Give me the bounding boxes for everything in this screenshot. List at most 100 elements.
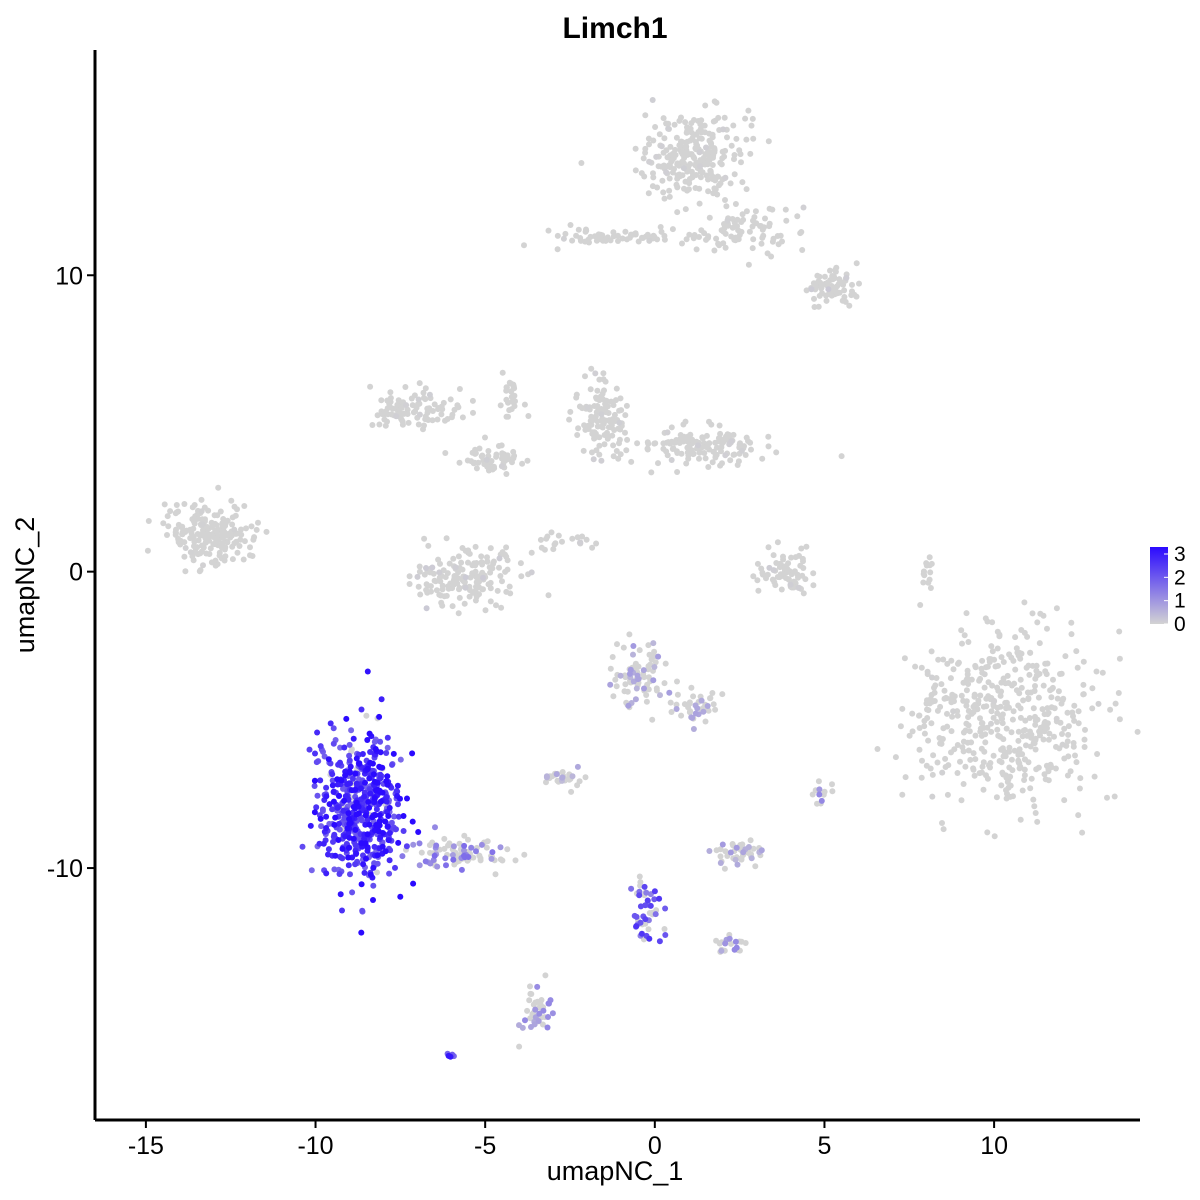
cell-point — [897, 723, 904, 730]
cell-point — [982, 731, 989, 738]
cell-point — [797, 562, 804, 569]
cell-point — [415, 829, 422, 835]
cell-point — [341, 815, 348, 821]
cell-point — [311, 783, 318, 789]
cell-point — [713, 451, 720, 458]
cell-point — [929, 674, 935, 681]
cell-point — [963, 720, 970, 727]
cell-point — [229, 556, 236, 563]
cell-point — [527, 983, 533, 990]
cell-point — [849, 281, 855, 288]
cell-point — [582, 228, 589, 235]
cell-point — [555, 532, 562, 539]
cell-point — [673, 706, 680, 712]
cell-point — [721, 114, 728, 121]
cell-point — [499, 453, 506, 460]
cell-point — [641, 173, 648, 180]
cell-point — [661, 680, 668, 687]
cell-point — [694, 705, 701, 712]
cell-point — [370, 771, 377, 778]
cell-point — [221, 557, 228, 564]
cell-point — [637, 882, 644, 889]
cell-point — [1104, 794, 1110, 801]
cell-point — [674, 691, 681, 698]
cell-point — [651, 888, 658, 895]
cell-point — [674, 184, 681, 190]
cell-point — [311, 809, 318, 816]
cell-point — [613, 385, 620, 392]
cell-point — [705, 707, 712, 714]
cell-point — [234, 549, 241, 556]
cell-point — [474, 581, 481, 588]
cell-point — [994, 628, 1001, 635]
cell-point — [525, 413, 532, 419]
cell-point — [423, 605, 430, 612]
cell-point — [1032, 810, 1039, 816]
cell-point — [933, 675, 940, 681]
cell-point — [996, 633, 1003, 640]
cell-point — [622, 674, 629, 681]
cell-point — [666, 162, 673, 169]
cell-point — [403, 402, 410, 409]
cell-point — [601, 432, 608, 438]
cell-point — [524, 457, 531, 464]
cell-point — [652, 659, 659, 666]
cell-point — [182, 545, 189, 551]
cell-point — [578, 160, 585, 166]
cell-point — [441, 845, 448, 852]
cell-point — [364, 737, 371, 743]
cell-point — [710, 152, 717, 159]
cell-point — [495, 443, 502, 449]
cell-point — [214, 512, 221, 519]
cell-point — [345, 810, 352, 817]
cell-point — [702, 151, 709, 157]
cell-point — [229, 514, 236, 521]
cell-point — [622, 228, 629, 235]
cell-point — [370, 864, 377, 871]
cell-point — [479, 561, 486, 568]
cell-point — [642, 112, 649, 119]
cell-point — [955, 659, 962, 666]
cell-point — [782, 206, 789, 213]
cell-point — [662, 932, 669, 938]
cell-point — [534, 983, 541, 990]
cell-point — [363, 855, 369, 862]
cell-point — [362, 779, 368, 786]
cell-point — [684, 449, 691, 456]
cell-point — [377, 798, 384, 805]
cell-point — [1042, 776, 1049, 783]
cell-point — [337, 759, 343, 766]
cell-point — [341, 797, 348, 804]
cell-point — [972, 664, 979, 671]
cell-point — [782, 575, 789, 581]
cell-point — [438, 599, 445, 606]
cell-point — [689, 714, 696, 721]
cell-point — [600, 370, 607, 377]
cell-point — [422, 385, 429, 392]
cell-point — [361, 835, 368, 842]
cell-point — [429, 564, 436, 571]
cell-point — [366, 775, 373, 782]
cell-point — [320, 840, 327, 847]
cell-point — [716, 422, 723, 429]
cell-point — [682, 119, 689, 126]
cell-point — [1062, 653, 1069, 660]
cell-point — [1000, 659, 1007, 665]
cell-point — [758, 847, 765, 854]
cell-point — [949, 713, 956, 720]
cell-point — [926, 576, 933, 583]
cell-point — [995, 662, 1001, 669]
cell-point — [853, 260, 860, 267]
cell-point — [1064, 772, 1071, 779]
cell-point — [299, 843, 306, 850]
cell-point — [387, 389, 394, 396]
cell-point — [334, 781, 341, 788]
cell-point — [654, 184, 661, 191]
cell-point — [715, 114, 722, 121]
cell-point — [374, 869, 380, 876]
cell-point — [415, 396, 422, 403]
cell-point — [362, 812, 369, 819]
y-axis-label: umapNC_2 — [10, 517, 40, 654]
x-tick-label: -5 — [474, 1132, 496, 1160]
cell-point — [585, 422, 592, 429]
